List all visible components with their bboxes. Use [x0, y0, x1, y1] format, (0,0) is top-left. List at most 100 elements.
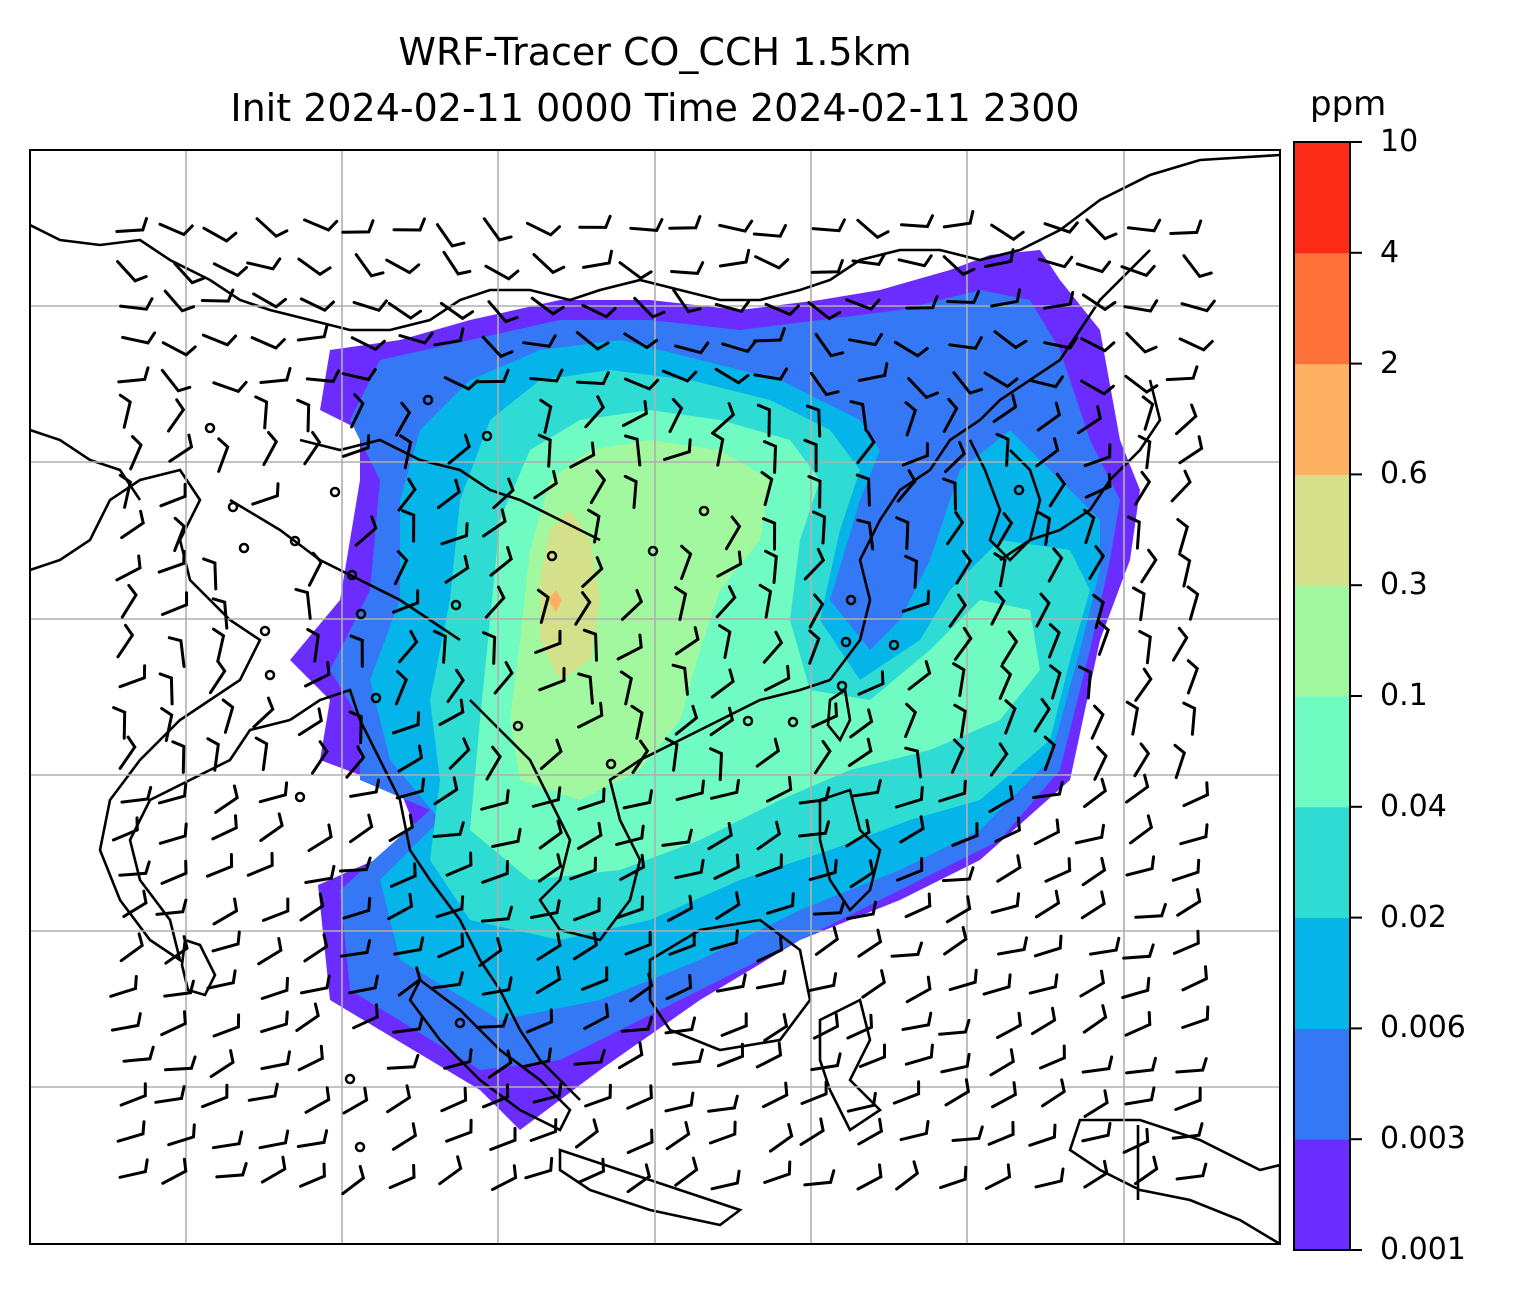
wind-barb [254, 395, 269, 430]
wind-barb [798, 786, 831, 805]
wind-barb [306, 628, 320, 663]
wind-barb [990, 892, 1021, 914]
wind-barb [624, 931, 652, 956]
wind-barb [764, 302, 800, 317]
wind-barb [1085, 218, 1118, 241]
wind-barb [212, 897, 239, 926]
wind-barb [296, 398, 311, 433]
wind-barb [532, 1082, 563, 1104]
wind-barb [1033, 697, 1051, 733]
wind-barb [530, 296, 565, 316]
wind-barb [154, 1085, 186, 1104]
wind-barb [173, 516, 186, 553]
wind-barb [756, 820, 782, 851]
calm-wind-marker [294, 791, 306, 803]
colorbar-segment [1294, 585, 1350, 697]
wind-barb [1043, 290, 1075, 310]
wind-barb [122, 889, 148, 918]
wind-barb [1121, 976, 1151, 999]
wind-barb [439, 301, 475, 321]
wind-barb [990, 223, 1025, 242]
wind-barb [257, 937, 283, 966]
wind-barb [856, 218, 890, 240]
wind-barb [587, 508, 601, 544]
wind-barb [482, 217, 513, 242]
wind-barb [482, 1083, 510, 1109]
wind-barb [569, 856, 597, 881]
wind-barb [160, 707, 174, 743]
wind-barb [810, 1052, 842, 1072]
wind-barb [167, 636, 186, 668]
wind-barb [904, 1043, 934, 1066]
wind-barb [526, 1008, 554, 1034]
wind-barb [674, 1156, 699, 1187]
wind-barb [948, 968, 978, 992]
wind-barb [536, 932, 562, 961]
wind-barb [487, 300, 519, 324]
border-asia-north [30, 153, 1280, 332]
wind-barb [1035, 592, 1051, 628]
wind-barb [533, 470, 558, 500]
calm-wind-marker [605, 758, 617, 770]
wind-barb [1137, 434, 1152, 470]
wind-barb [589, 469, 607, 505]
wind-barb [896, 469, 917, 503]
wind-barb [1079, 969, 1106, 998]
wind-barb [1165, 365, 1199, 382]
wind-barb [1122, 1127, 1150, 1154]
wind-barb [811, 218, 846, 233]
wind-barb [904, 554, 919, 589]
wind-barb [115, 554, 142, 582]
wind-barb [118, 860, 151, 877]
wind-barb [623, 377, 660, 391]
wind-barb [989, 742, 1009, 777]
wind-barb [1120, 264, 1156, 278]
wind-barb [1122, 943, 1155, 960]
wind-barb [762, 517, 777, 551]
wind-barb [386, 1053, 420, 1070]
wind-barb [618, 261, 653, 281]
wind-barb [1090, 704, 1105, 740]
wind-barb [941, 866, 975, 883]
wind-barb [259, 812, 284, 842]
wind-barb [492, 477, 515, 510]
wind-barb [581, 966, 609, 991]
wind-barb [118, 1158, 149, 1179]
wind-barb [953, 703, 967, 739]
calm-wind-marker [845, 594, 857, 606]
wind-barb [626, 1163, 652, 1194]
wind-barb [940, 1052, 971, 1074]
wind-barb [1170, 469, 1192, 503]
wind-barb [1078, 665, 1092, 700]
wind-barb [491, 1164, 518, 1191]
wind-barb [161, 591, 189, 616]
wind-barb [988, 785, 1014, 814]
wind-barb [1182, 254, 1213, 279]
wind-barb [1171, 1122, 1204, 1140]
wind-barb [155, 898, 188, 916]
wind-barb [397, 477, 417, 512]
wind-barb [299, 297, 335, 312]
wind-barb [311, 740, 329, 775]
wind-barb [350, 336, 386, 352]
wind-barb [846, 1091, 877, 1113]
wind-barb [354, 515, 378, 547]
wind-barb [1028, 1123, 1057, 1147]
wind-barb [674, 704, 699, 736]
wind-barb [1125, 773, 1150, 804]
wind-barb [806, 972, 838, 993]
wind-barb [531, 786, 562, 808]
wind-barb [115, 217, 148, 233]
wind-barb [260, 1010, 289, 1034]
wind-barb [297, 707, 323, 737]
wind-barb [440, 522, 469, 546]
wind-barb [983, 371, 1019, 389]
wind-barb [119, 1082, 147, 1107]
wind-barb [1173, 743, 1187, 780]
wind-barb [943, 925, 968, 956]
wind-barb [206, 853, 234, 878]
wind-barb [255, 217, 289, 239]
wind-barb [489, 1126, 517, 1151]
wind-barb [661, 828, 693, 847]
colorbar [1293, 141, 1362, 1251]
